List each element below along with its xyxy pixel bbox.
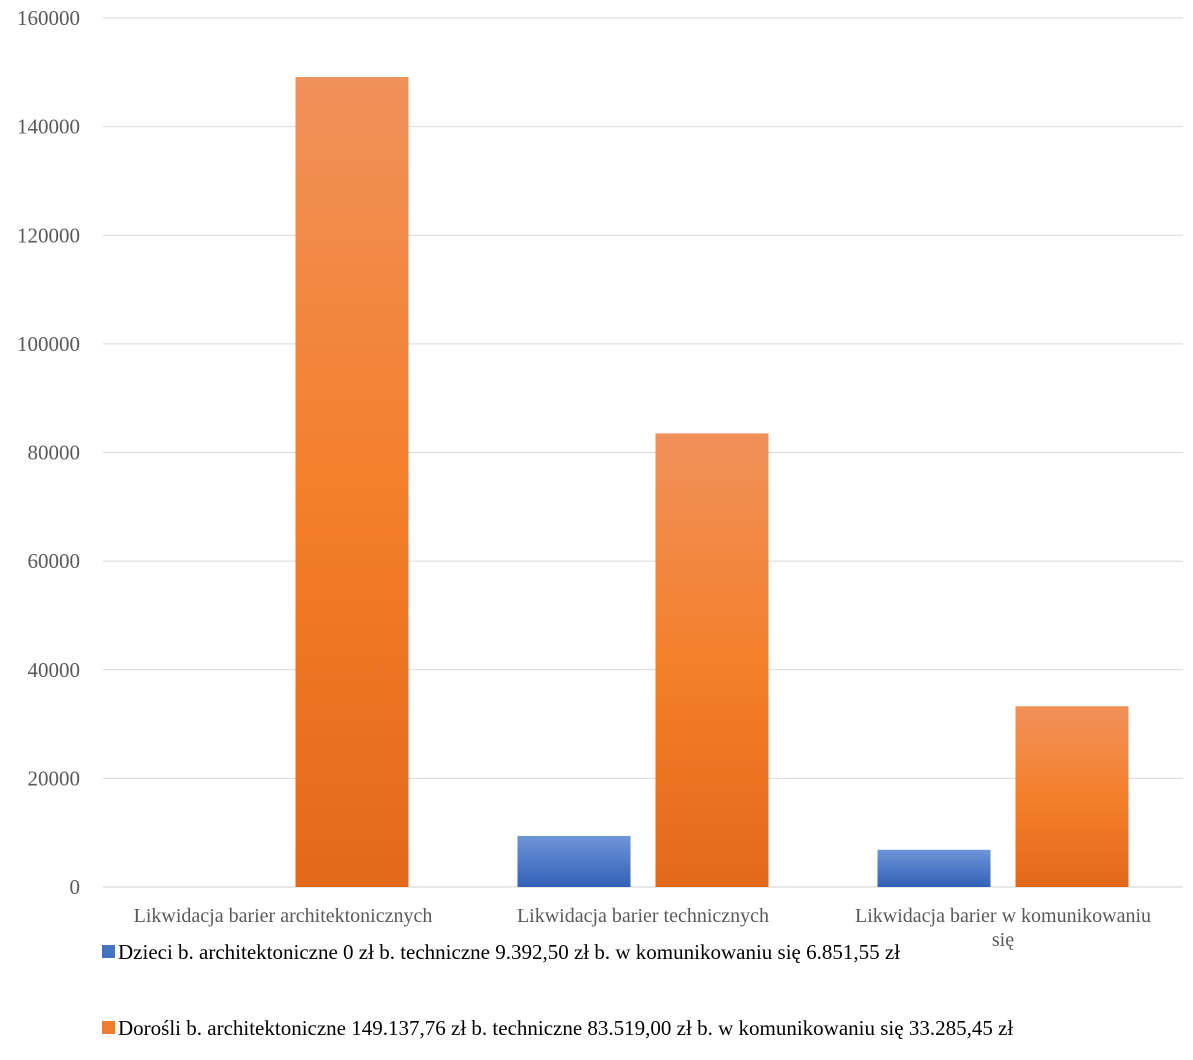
bars [295,76,1129,887]
x-tick-label: Likwidacja barier technicznych [517,905,769,927]
y-tick-label: 100000 [17,332,80,356]
legend-swatch-dzieci [102,945,115,958]
y-tick-label: 40000 [28,658,81,682]
x-axis: Likwidacja barier architektonicznych Likw… [134,905,1151,951]
y-axis: 0 20000 40000 60000 80000 100000 120000 140000 1… [17,6,80,899]
bar-dzieci-1 [517,835,631,887]
bar-dorosli-2 [1015,706,1129,887]
legend-label-dorosli: Dorośli b. architektoniczne 149.137,76 z… [118,1016,1013,1040]
y-tick-label: 80000 [28,441,81,465]
bar-dorosli-0 [295,76,409,887]
legend-swatch-dorosli [102,1021,115,1034]
legend-label-dzieci: Dzieci b. architektoniczne 0 zł b. techn… [118,940,900,964]
gridlines [103,17,1183,888]
legend: Dzieci b. architektoniczne 0 zł b. techn… [102,940,1013,1040]
x-tick-label: Likwidacja barier w komunikowaniu się [855,905,1151,951]
bar-dorosli-1 [655,433,769,887]
y-tick-label: 0 [70,875,81,899]
y-tick-label: 60000 [28,549,81,573]
y-tick-label: 160000 [17,6,80,30]
y-tick-label: 120000 [17,223,80,247]
y-tick-label: 20000 [28,766,81,790]
bar-dzieci-2 [877,849,991,887]
x-tick-label: Likwidacja barier architektonicznych [134,905,433,927]
y-tick-label: 140000 [17,115,80,139]
